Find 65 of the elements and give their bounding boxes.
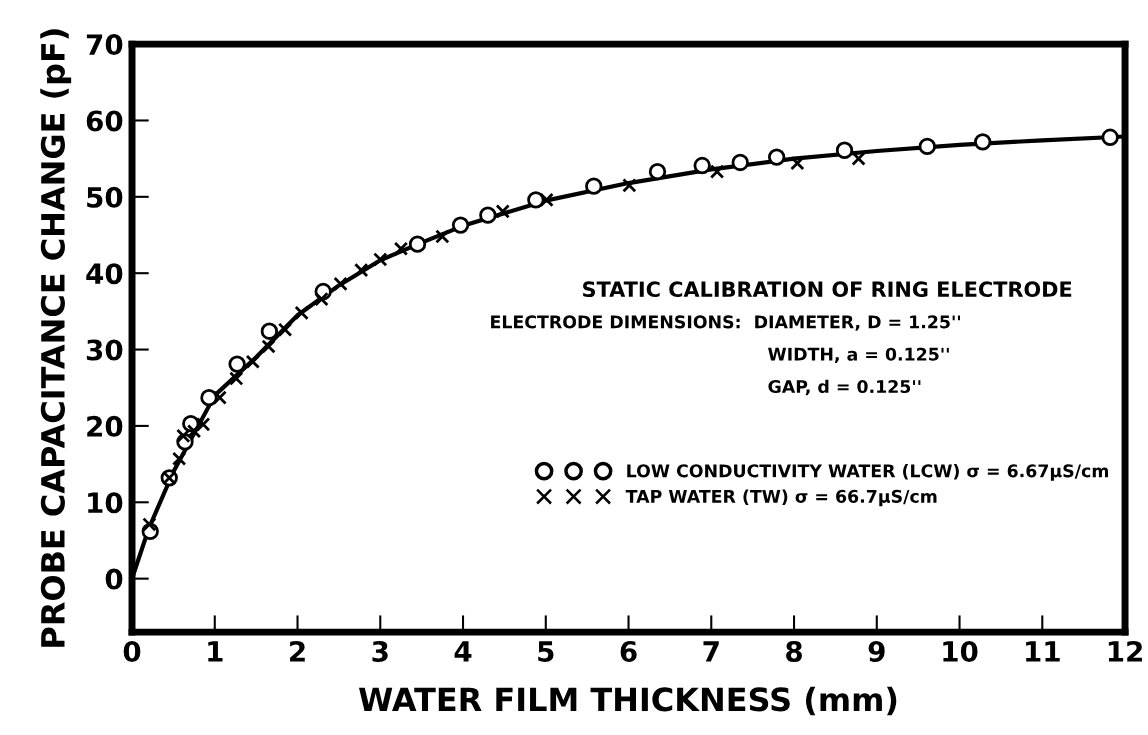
point	[393, 241, 409, 256]
point	[314, 291, 329, 307]
point	[835, 141, 854, 159]
point	[294, 305, 309, 321]
point	[790, 156, 805, 171]
x-tick-label: 4	[454, 641, 472, 662]
y-tick-label: 40	[86, 263, 123, 285]
point	[648, 162, 667, 181]
point	[767, 148, 786, 166]
point	[435, 229, 450, 244]
x-axis-title: WATER FILM THICKNESS (mm)	[359, 686, 897, 716]
point	[245, 354, 261, 369]
x-tick-label: 9	[868, 640, 885, 662]
point	[333, 276, 348, 292]
point	[918, 137, 936, 156]
point	[731, 153, 749, 172]
y-tick-label: 10	[88, 492, 123, 514]
point	[212, 390, 227, 405]
x-tick-label: 2	[290, 640, 305, 662]
annotation: ELECTRODE DIMENSIONS: DIAMETER, D = 1.25''	[491, 315, 960, 331]
point	[171, 451, 187, 466]
point	[142, 517, 157, 532]
annotation: WIDTH, a = 0.125''	[768, 347, 949, 363]
point	[693, 156, 711, 175]
x-tick-label: 7	[703, 641, 719, 662]
y-tick-label: 70	[86, 34, 123, 56]
x-tick-label: 1	[208, 641, 223, 662]
point	[261, 339, 276, 354]
y-tick-label: 20	[87, 415, 123, 437]
y-tick-label: 30	[86, 339, 123, 361]
point	[195, 417, 211, 432]
annotation: STATIC CALIBRATION OF RING ELECTRODE	[583, 281, 1072, 298]
point	[277, 322, 293, 337]
point	[585, 177, 603, 195]
x-tick-label: 12	[1108, 640, 1142, 662]
x-tick-label: 5	[538, 641, 554, 662]
annotation: GAP, d = 0.125''	[768, 379, 921, 396]
point	[408, 235, 427, 253]
legend-label: LOW CONDUCTIVITY WATER (LCW) σ = 6.67μS/cm	[627, 463, 1109, 481]
x-tick-label: 6	[620, 640, 637, 662]
y-axis-title: PROBE CAPACITANCE CHANGE (pF)	[40, 29, 72, 647]
point	[622, 178, 637, 193]
legend-label: TAP WATER (TW) σ = 66.7μS/cm	[625, 489, 937, 507]
point	[539, 192, 554, 208]
point	[373, 252, 388, 267]
point	[229, 371, 244, 386]
point	[709, 164, 725, 179]
x-tick-label: 11	[1026, 641, 1060, 662]
point	[495, 204, 510, 219]
y-tick-label: 0	[105, 568, 123, 590]
x-tick-label: 10	[943, 640, 978, 662]
x-tick-label: 0	[123, 640, 141, 662]
point	[260, 322, 279, 340]
point	[527, 191, 545, 209]
x-tick-label: 3	[372, 640, 388, 662]
point	[228, 355, 246, 373]
point	[354, 262, 369, 278]
point	[479, 206, 497, 224]
x-tick-label: 8	[786, 640, 802, 662]
y-tick-label: 60	[86, 110, 123, 132]
y-tick-label: 50	[87, 186, 123, 208]
point	[451, 216, 470, 234]
point	[200, 388, 218, 407]
point	[974, 133, 992, 151]
point	[1101, 128, 1119, 146]
